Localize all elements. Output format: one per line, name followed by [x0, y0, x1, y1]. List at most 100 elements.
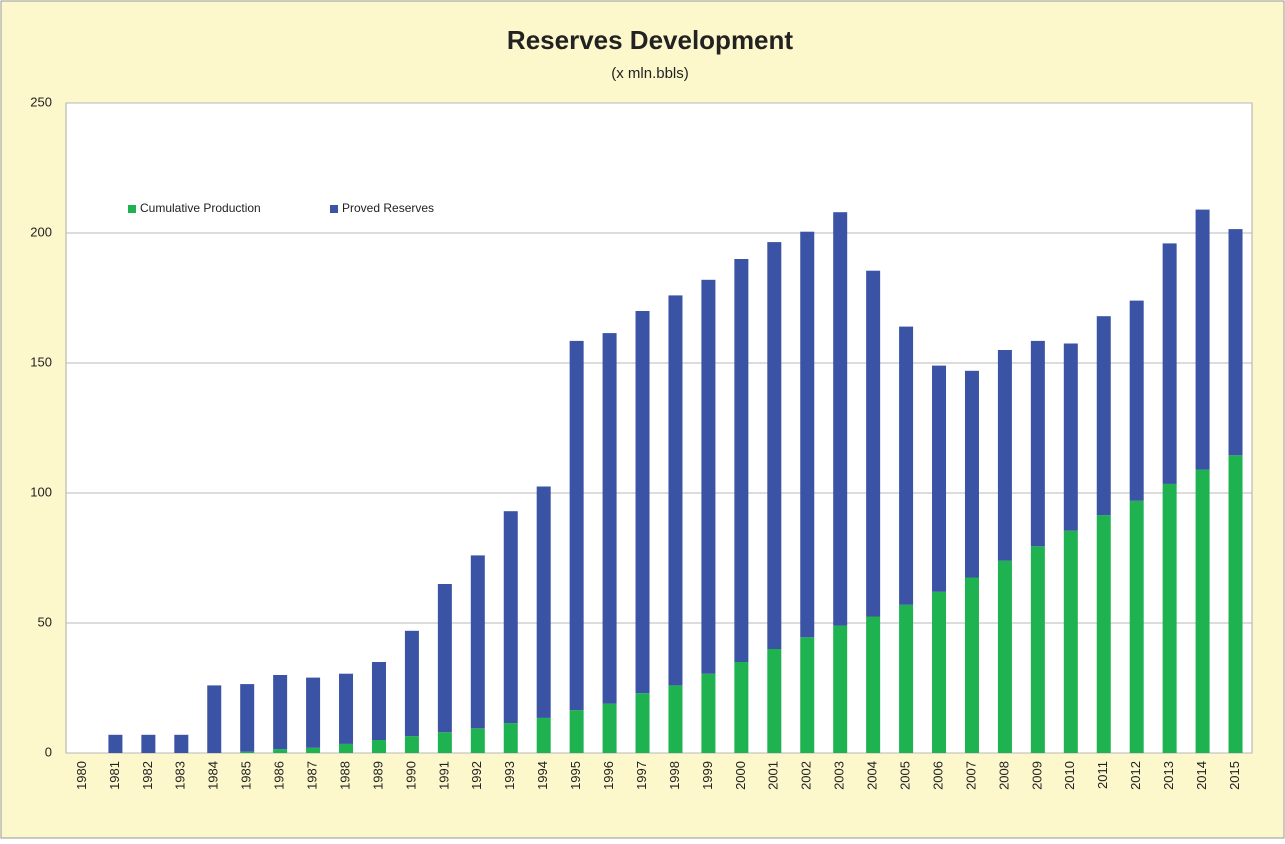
bar-segment	[767, 649, 782, 753]
bar-segment	[767, 242, 782, 649]
bar-segment	[174, 734, 189, 753]
x-tick-label: 2006	[930, 761, 945, 790]
x-tick-label: 1985	[239, 761, 254, 790]
x-tick-label: 2004	[865, 761, 880, 790]
bar-segment	[635, 693, 650, 753]
x-tick-label: 2009	[1029, 761, 1044, 790]
x-tick-label: 2013	[1161, 761, 1176, 790]
bar-segment	[536, 486, 551, 718]
x-tick-label: 2007	[963, 761, 978, 790]
bar-segment	[1129, 500, 1144, 753]
x-tick-label: 2002	[799, 761, 814, 790]
bar-segment	[569, 340, 584, 711]
bar-segment	[503, 511, 518, 724]
bar-segment	[833, 212, 848, 626]
bar-segment	[273, 749, 288, 753]
bar-segment	[207, 685, 222, 753]
x-tick-label: 1983	[173, 761, 188, 790]
bar-segment	[371, 740, 386, 753]
chart-subtitle: (x mln.bbls)	[611, 65, 689, 82]
bar-segment	[470, 555, 485, 729]
bar-segment	[1228, 455, 1243, 753]
bar-segment	[701, 279, 716, 674]
bar-segment	[273, 675, 288, 750]
bar-segment	[141, 734, 156, 753]
x-tick-label: 1990	[403, 761, 418, 790]
x-tick-label: 2000	[733, 761, 748, 790]
bar-segment	[1096, 515, 1111, 753]
bar-segment	[371, 662, 386, 740]
bar-segment	[866, 616, 881, 753]
bar-segment	[1195, 209, 1210, 470]
bar-segment	[964, 577, 979, 753]
x-tick-label: 1989	[370, 761, 385, 790]
bar-segment	[932, 365, 947, 592]
bar-segment	[734, 662, 749, 753]
x-tick-label: 2005	[898, 761, 913, 790]
y-tick-label: 150	[30, 354, 52, 369]
x-tick-label: 1982	[140, 761, 155, 790]
y-tick-label: 200	[30, 224, 52, 239]
bar-segment	[404, 630, 419, 737]
x-tick-label: 1998	[667, 761, 682, 790]
bar-segment	[536, 717, 551, 753]
x-tick-label: 2012	[1128, 761, 1143, 790]
bar-segment	[1162, 483, 1177, 753]
bar-segment	[964, 370, 979, 578]
bar-segment	[635, 311, 650, 694]
bar-segment	[668, 295, 683, 686]
bar-segment	[470, 728, 485, 753]
chart-title: Reserves Development	[507, 25, 793, 55]
legend-label: Cumulative Production	[140, 201, 261, 215]
bar-segment	[800, 637, 815, 753]
bar-segment	[899, 326, 914, 605]
bar-segment	[701, 673, 716, 753]
bar-segment	[899, 604, 914, 753]
x-tick-label: 2008	[996, 761, 1011, 790]
x-tick-label: 1986	[272, 761, 287, 790]
bar-segment	[800, 231, 815, 638]
bar-segment	[339, 673, 354, 744]
bar-segment	[1030, 546, 1045, 753]
bar-segment	[437, 732, 452, 753]
x-tick-label: 2015	[1227, 761, 1242, 790]
x-tick-label: 1988	[337, 761, 352, 790]
bar-segment	[602, 703, 617, 753]
bar-segment	[1162, 243, 1177, 484]
y-tick-label: 250	[30, 94, 52, 109]
legend-swatch	[330, 205, 338, 213]
bar-segment	[240, 751, 255, 753]
x-tick-label: 1993	[502, 761, 517, 790]
bar-segment	[734, 259, 749, 662]
bar-segment	[306, 677, 321, 748]
x-tick-label: 2011	[1095, 761, 1110, 789]
bar-segment	[1096, 316, 1111, 516]
bar-segment	[108, 734, 123, 753]
bar-segment	[437, 584, 452, 733]
y-tick-label: 0	[45, 744, 52, 759]
bar-segment	[932, 591, 947, 753]
x-tick-label: 1997	[634, 761, 649, 790]
y-tick-label: 100	[30, 484, 52, 499]
x-tick-label: 2010	[1062, 761, 1077, 790]
bar-segment	[866, 270, 881, 617]
bar-segment	[404, 736, 419, 753]
x-tick-label: 1987	[305, 761, 320, 790]
bar-segment	[1063, 530, 1078, 753]
legend-swatch	[128, 205, 136, 213]
bar-segment	[1228, 229, 1243, 456]
bar-segment	[569, 710, 584, 753]
legend-label: Proved Reserves	[342, 201, 434, 215]
bar-segment	[240, 684, 255, 752]
x-tick-label: 2001	[766, 761, 781, 790]
bar-segment	[1030, 340, 1045, 547]
bar-segment	[1129, 300, 1144, 501]
plot-area	[65, 102, 1253, 754]
bar-segment	[602, 333, 617, 704]
bar-segment	[1195, 469, 1210, 753]
x-tick-label: 1984	[206, 761, 221, 790]
bar-segment	[339, 743, 354, 753]
x-tick-label: 1996	[601, 761, 616, 790]
bar-segment	[503, 723, 518, 753]
